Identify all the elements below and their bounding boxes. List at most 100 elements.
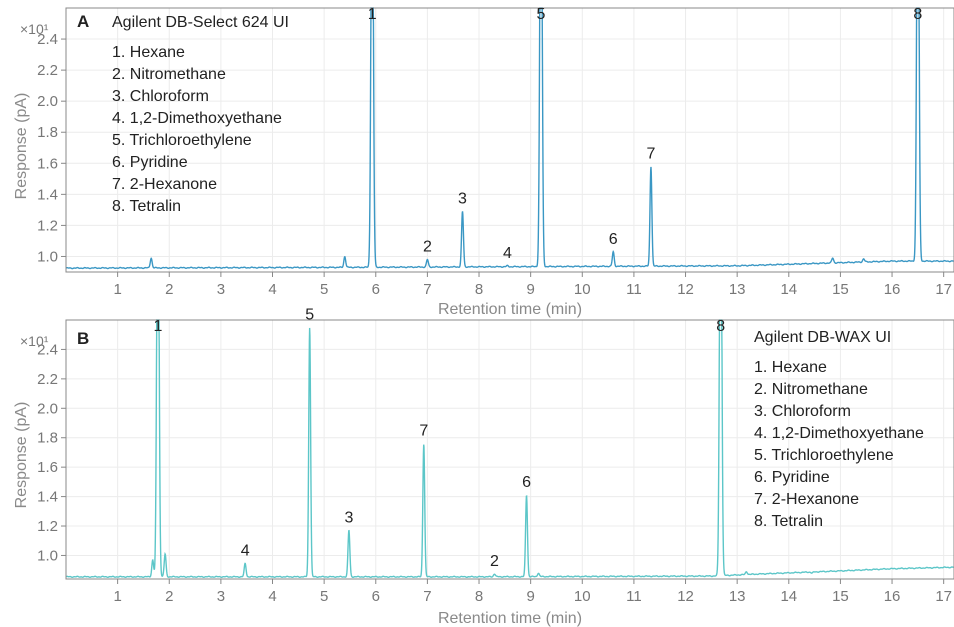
legend-entry: 5. Trichloroethylene <box>112 132 252 149</box>
panel-a: 1 2 3 4 5 6 7 8 9 10 11 12 13 14 15 16 171.01.21.41.61.8… <box>13 6 954 318</box>
panel-b-letter: B <box>77 329 89 348</box>
panel-a-trace <box>65 7 954 270</box>
peak-label: 5 <box>537 6 546 23</box>
panel-b-x-tick-label: 14 <box>780 588 797 605</box>
panel-b-legend: Agilent DB-WAX UI 1. Hexane 2. Nitrometha… <box>754 329 924 530</box>
panel-b-x-tick-label: 11 <box>626 588 642 605</box>
panel-a-y-tick-label: 1.4 <box>37 186 58 203</box>
panel-a-x-tick-label: 1 <box>113 281 121 298</box>
panel-b-x-tick-label: 12 <box>677 588 694 605</box>
panel-b: 1 2 3 4 5 6 7 8 9 10 11 12 13 14 15 16 171.01.21.41.61.8… <box>13 306 954 627</box>
panel-b-x-tick-label: 13 <box>729 588 746 605</box>
panel-a-legend: 1. Hexane 2. Nitromethane 3. Chloroform 4. … <box>112 44 282 215</box>
peak-label: 1 <box>153 318 162 335</box>
panel-a-x-tick-label: 16 <box>884 281 901 298</box>
panel-b-y-axis-title: Response (pA) <box>13 402 30 509</box>
panel-b-trace <box>65 319 954 579</box>
panel-a-y-tick-label: 1.8 <box>37 124 58 141</box>
panel-a-peak-labels: 1 2 3 4 5 6 7 8 <box>368 6 923 262</box>
panel-a-x-tick-label: 10 <box>574 281 591 298</box>
panel-a-x-tick-label: 17 <box>935 281 952 298</box>
panel-a-x-tick-label: 7 <box>423 281 431 298</box>
legend-entry: 4. 1,2-Dimethoxyethane <box>754 425 924 442</box>
panel-a-letter: A <box>77 12 89 31</box>
panel-b-y-tick-label: 1.4 <box>37 489 58 506</box>
panel-b-y-tick-label: 2.2 <box>37 371 58 388</box>
legend-entry: 1. Hexane <box>754 359 827 376</box>
panel-b-y-tick-label: 2.4 <box>37 341 58 358</box>
panel-a-ticks: 1 2 3 4 5 6 7 8 9 10 11 12 13 14 15 16 171.01.21.41.61.8… <box>37 31 952 298</box>
legend-entry: 3. Chloroform <box>112 88 209 105</box>
peak-label: 3 <box>458 190 467 207</box>
legend-entry: 1. Hexane <box>112 44 185 61</box>
peak-label: 5 <box>305 306 314 323</box>
panel-a-x-tick-label: 12 <box>677 281 694 298</box>
panel-a-x-tick-label: 6 <box>372 281 380 298</box>
panel-b-x-tick-label: 6 <box>372 588 380 605</box>
panel-a-y-tick-label: 2.4 <box>37 31 58 48</box>
peak-label: 6 <box>522 474 531 491</box>
panel-a-y-tick-label: 2.0 <box>37 93 58 110</box>
panel-b-x-tick-label: 17 <box>935 588 952 605</box>
panel-b-y-tick-label: 1.6 <box>37 459 58 476</box>
legend-entry: 7. 2-Hexanone <box>754 491 859 508</box>
legend-entry: 4. 1,2-Dimethoxyethane <box>112 110 282 127</box>
panel-b-x-tick-label: 7 <box>423 588 431 605</box>
panel-a-grid <box>66 8 954 272</box>
panel-a-y-multiplier: ×10¹ <box>20 21 49 37</box>
panel-a-x-tick-label: 15 <box>832 281 849 298</box>
peak-label: 8 <box>913 6 922 23</box>
panel-b-x-tick-label: 4 <box>268 588 276 605</box>
panel-a-title: Agilent DB-Select 624 UI <box>112 14 289 31</box>
panel-b-x-tick-label: 9 <box>526 588 534 605</box>
panel-b-x-axis-title: Retention time (min) <box>438 610 582 627</box>
panel-b-x-tick-label: 1 <box>113 588 121 605</box>
panel-a-x-tick-label: 14 <box>780 281 797 298</box>
legend-entry: 8. Tetralin <box>754 513 823 530</box>
panel-b-x-tick-label: 10 <box>574 588 591 605</box>
panel-a-y-tick-label: 1.0 <box>37 248 58 265</box>
panel-b-x-tick-label: 5 <box>320 588 328 605</box>
panel-a-x-tick-label: 5 <box>320 281 328 298</box>
legend-entry: 2. Nitromethane <box>112 66 226 83</box>
panel-a-x-tick-label: 8 <box>475 281 483 298</box>
panel-b-x-tick-label: 3 <box>217 588 225 605</box>
peak-label: 8 <box>716 318 725 335</box>
panel-b-x-tick-label: 2 <box>165 588 173 605</box>
panel-a-y-tick-label: 1.2 <box>37 217 58 234</box>
panel-a-x-tick-label: 11 <box>626 281 642 298</box>
legend-entry: 5. Trichloroethylene <box>754 447 894 464</box>
panel-b-x-tick-label: 16 <box>884 588 901 605</box>
panel-b-grid <box>66 320 954 579</box>
peak-label: 4 <box>503 245 512 262</box>
panel-a-y-tick-label: 2.2 <box>37 62 58 79</box>
legend-entry: 6. Pyridine <box>754 469 830 486</box>
peak-label: 4 <box>241 543 250 560</box>
panel-b-title: Agilent DB-WAX UI <box>754 329 891 346</box>
peak-label: 7 <box>419 423 428 440</box>
peak-label: 6 <box>609 231 618 248</box>
peak-label: 1 <box>368 6 377 23</box>
panel-b-peak-labels: 1 2 3 4 5 6 7 8 <box>153 306 725 569</box>
legend-entry: 6. Pyridine <box>112 154 188 171</box>
panel-a-x-tick-label: 2 <box>165 281 173 298</box>
panel-b-y-multiplier: ×10¹ <box>20 333 49 349</box>
panel-a-y-axis-title: Response (pA) <box>13 93 30 200</box>
panel-b-y-tick-label: 2.0 <box>37 400 58 417</box>
panel-b-ticks: 1 2 3 4 5 6 7 8 9 10 11 12 13 14 15 16 171.01.21.41.61.8… <box>37 341 952 605</box>
panel-a-frame <box>65 7 954 273</box>
panel-a-x-tick-label: 13 <box>729 281 746 298</box>
peak-label: 3 <box>344 509 353 526</box>
legend-entry: 3. Chloroform <box>754 403 851 420</box>
peak-label: 7 <box>646 145 655 162</box>
panel-b-y-tick-label: 1.0 <box>37 547 58 564</box>
panel-a-x-tick-label: 3 <box>217 281 225 298</box>
panel-b-frame <box>65 319 954 580</box>
peak-label: 2 <box>423 239 432 256</box>
legend-entry: 2. Nitromethane <box>754 381 868 398</box>
panel-b-y-tick-label: 1.2 <box>37 518 58 535</box>
panel-b-y-tick-label: 1.8 <box>37 430 58 447</box>
panel-b-x-tick-label: 8 <box>475 588 483 605</box>
peak-label: 2 <box>490 553 499 570</box>
